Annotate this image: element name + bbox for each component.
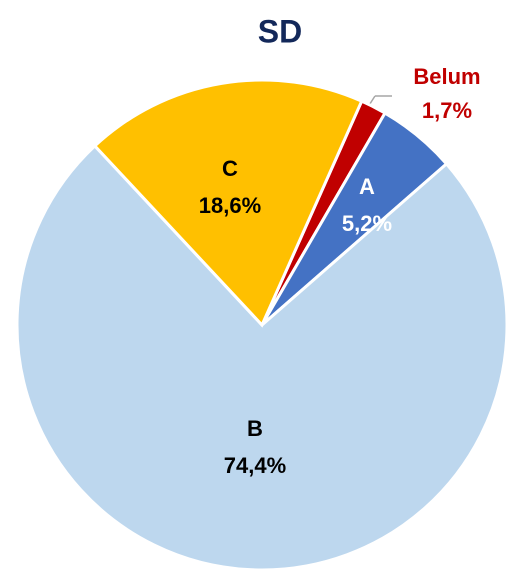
slice-value: 74,4% (224, 453, 286, 478)
slice-name: A (359, 174, 375, 199)
slice-name: C (222, 156, 238, 181)
slice-name: B (247, 416, 263, 441)
pie-slice (15, 143, 508, 572)
slice-value: 1,7% (422, 98, 472, 123)
slice-value: 18,6% (199, 193, 261, 218)
slice-value: 5,2% (342, 211, 392, 236)
slice-name: Belum (413, 64, 480, 89)
pie-slice (92, 78, 364, 328)
chart-title: SD (258, 13, 302, 49)
